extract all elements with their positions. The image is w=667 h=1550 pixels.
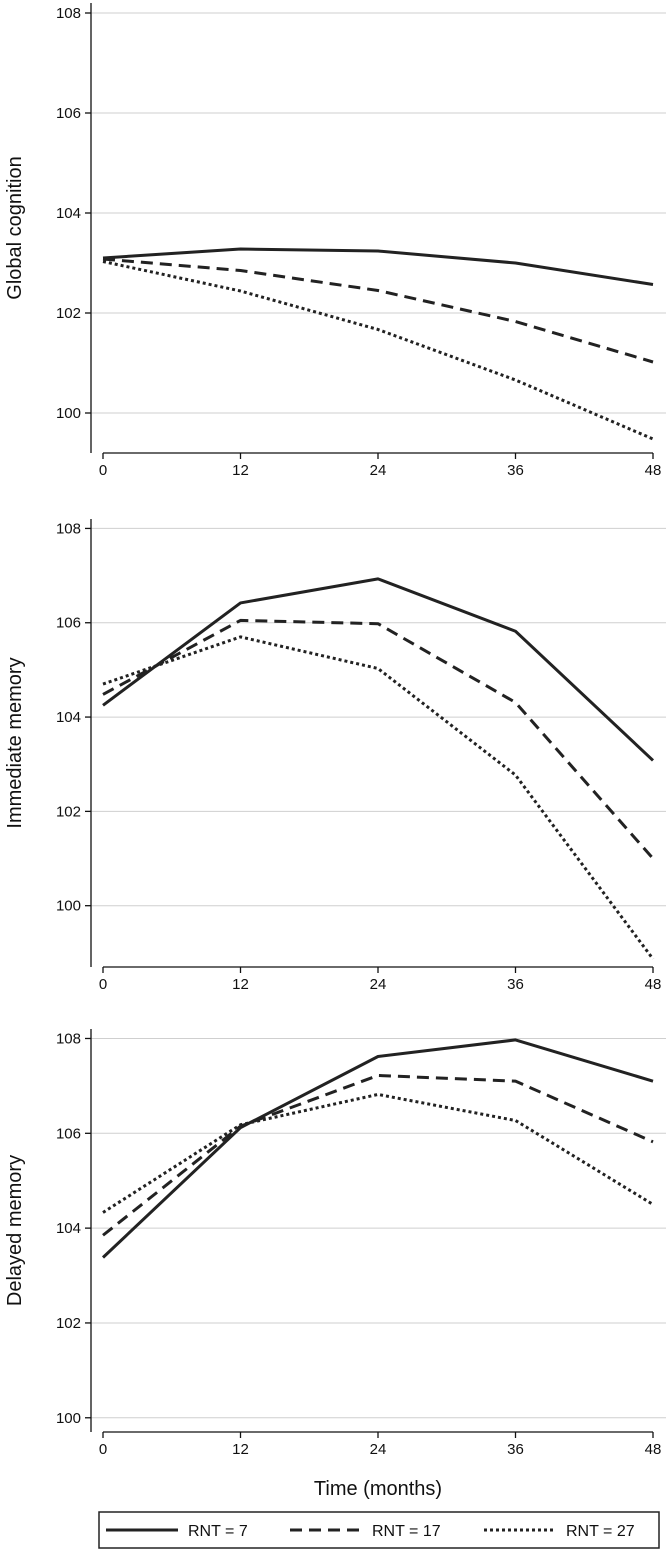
x-axis-title: Time (months) bbox=[314, 1478, 442, 1500]
legend-label-3: RNT = 27 bbox=[566, 1523, 635, 1540]
x-tick-label: 36 bbox=[507, 976, 524, 993]
chart-panels: 100 102 104 106 108 0 12 24 36 48 Global cognition… bbox=[4, 3, 666, 1458]
y-tick-label: 106 bbox=[56, 1125, 81, 1142]
chart-panel-3: 100 102 104 106 108 0 12 24 36 48 Delayed memory bbox=[4, 1029, 666, 1458]
series-line-dotted bbox=[102, 1092, 654, 1214]
y-tick-label: 108 bbox=[56, 520, 81, 537]
y-axis-title: Immediate memory bbox=[4, 657, 26, 828]
y-tick-label: 102 bbox=[56, 803, 81, 820]
x-tick-label: 36 bbox=[507, 1441, 524, 1458]
y-tick-label: 100 bbox=[56, 1410, 81, 1427]
x-tick-label: 48 bbox=[645, 462, 662, 479]
y-tick-label: 108 bbox=[56, 5, 81, 22]
y-tick-label: 104 bbox=[56, 205, 81, 222]
x-tick-label: 36 bbox=[507, 462, 524, 479]
legend-item-1: RNT = 7 bbox=[106, 1523, 248, 1540]
legend: RNT = 7 RNT = 17 RNT = 27 bbox=[98, 1511, 660, 1549]
legend-item-2: RNT = 17 bbox=[290, 1523, 441, 1540]
series-line-dotted bbox=[102, 260, 654, 441]
x-tick-label: 12 bbox=[232, 462, 249, 479]
y-tick-label: 106 bbox=[56, 615, 81, 632]
legend-label-1: RNT = 7 bbox=[188, 1523, 248, 1540]
chart-panel-1: 100 102 104 106 108 0 12 24 36 48 Global cognition bbox=[4, 3, 666, 479]
legend-box bbox=[98, 1511, 660, 1549]
x-tick-label: 12 bbox=[232, 976, 249, 993]
y-tick-label: 100 bbox=[56, 405, 81, 422]
x-tick-label: 0 bbox=[99, 462, 107, 479]
series-line-dashed bbox=[102, 1073, 654, 1237]
y-tick-label: 100 bbox=[56, 898, 81, 915]
x-tick-label: 12 bbox=[232, 1441, 249, 1458]
y-tick-label: 104 bbox=[56, 1220, 81, 1237]
y-tick-label: 104 bbox=[56, 709, 81, 726]
series-line-dotted bbox=[102, 635, 655, 960]
y-tick-label: 106 bbox=[56, 105, 81, 122]
series-line-solid bbox=[102, 577, 655, 762]
y-tick-label: 108 bbox=[56, 1030, 81, 1047]
legend-label-2: RNT = 17 bbox=[372, 1523, 441, 1540]
series-line-dashed bbox=[102, 257, 654, 364]
x-tick-label: 0 bbox=[99, 976, 107, 993]
x-tick-label: 24 bbox=[370, 462, 387, 479]
x-tick-label: 48 bbox=[645, 976, 662, 993]
series-line-dashed bbox=[102, 618, 655, 860]
series-line-solid bbox=[101, 1038, 654, 1259]
y-tick-label: 102 bbox=[56, 1315, 81, 1332]
chart-panel-2: 100 102 104 106 108 0 12 24 36 48 Immediate memory bbox=[4, 519, 666, 993]
x-tick-label: 48 bbox=[645, 1441, 662, 1458]
series-line-solid bbox=[102, 247, 654, 286]
x-tick-label: 0 bbox=[99, 1441, 107, 1458]
x-tick-label: 24 bbox=[370, 1441, 387, 1458]
y-axis-title: Global cognition bbox=[4, 156, 26, 299]
legend-item-3: RNT = 27 bbox=[484, 1523, 635, 1540]
y-tick-label: 102 bbox=[56, 305, 81, 322]
x-tick-label: 24 bbox=[370, 976, 387, 993]
y-axis-title: Delayed memory bbox=[4, 1155, 26, 1306]
